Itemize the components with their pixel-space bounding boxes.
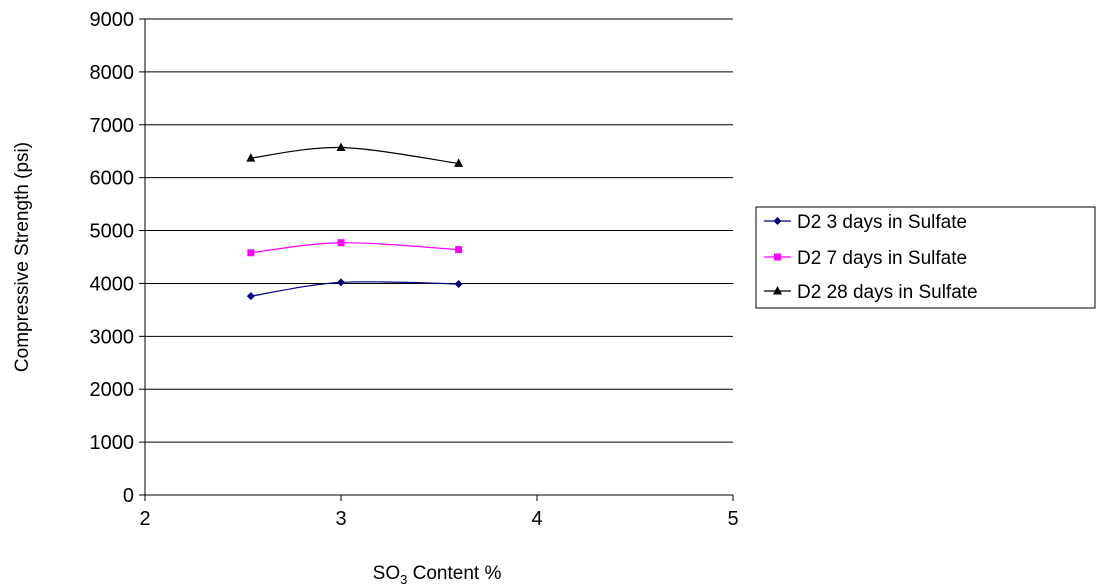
x-axis-title: SO3 Content % (373, 563, 502, 587)
legend-item: D2 7 days in Sulfate (764, 248, 967, 269)
data-point-square (774, 253, 781, 261)
data-point-diamond (337, 278, 345, 287)
y-tick-label: 9000 (90, 9, 135, 31)
data-point-triangle (246, 153, 256, 162)
legend-item: D2 28 days in Sulfate (764, 282, 978, 303)
series-group (246, 142, 464, 301)
data-point-diamond (454, 279, 463, 288)
data-point-triangle (336, 142, 346, 152)
y-tick-label: 5000 (90, 221, 135, 243)
legend-label: D2 28 days in Sulfate (797, 282, 978, 303)
axes (139, 18, 734, 501)
x-tick-label: 3 (335, 508, 346, 530)
y-tick-label: 1000 (90, 432, 135, 454)
data-point-diamond (246, 292, 255, 301)
series (246, 142, 464, 167)
x-tick-label: 4 (531, 508, 542, 530)
legend-box (755, 206, 1096, 309)
data-point-triangle (773, 286, 782, 295)
y-tick-label: 8000 (90, 62, 135, 84)
legend-item: D2 3 days in Sulfate (764, 212, 967, 233)
data-point-triangle (454, 158, 464, 167)
legend-label: D2 7 days in Sulfate (797, 248, 967, 269)
x-axis-title-main: SO (373, 563, 400, 584)
data-point-square (247, 249, 255, 257)
y-tick-label: 3000 (90, 326, 135, 348)
x-tick-label: 5 (727, 508, 738, 530)
y-axis-title: Compressive Strength (psi) (12, 142, 33, 372)
series-line (250, 242, 459, 254)
x-axis-title-subscript: 3 (400, 572, 407, 587)
gridlines (145, 18, 733, 443)
legend: D2 3 days in Sulfate D2 7 days in Sulfate… (755, 206, 1096, 309)
x-axis-title-rest: Content % (407, 563, 501, 584)
data-point-diamond (773, 217, 782, 225)
y-tick-label: 2000 (90, 379, 135, 401)
y-tick-label: 0 (123, 485, 134, 507)
legend-label: D2 3 days in Sulfate (797, 212, 967, 233)
data-point-square (337, 239, 345, 247)
data-point-square (455, 246, 463, 254)
series (247, 239, 463, 257)
y-tick-label: 6000 (90, 168, 135, 190)
series-line (250, 146, 459, 164)
x-tick-labels: 2 3 4 5 (139, 508, 738, 530)
x-tick-label: 2 (139, 508, 150, 530)
y-tick-labels: 0 1000 2000 3000 4000 5000 6000 7000 8000 9000 (90, 9, 135, 507)
y-tick-label: 7000 (90, 115, 135, 137)
series (246, 278, 463, 301)
y-tick-label: 4000 (90, 273, 135, 295)
